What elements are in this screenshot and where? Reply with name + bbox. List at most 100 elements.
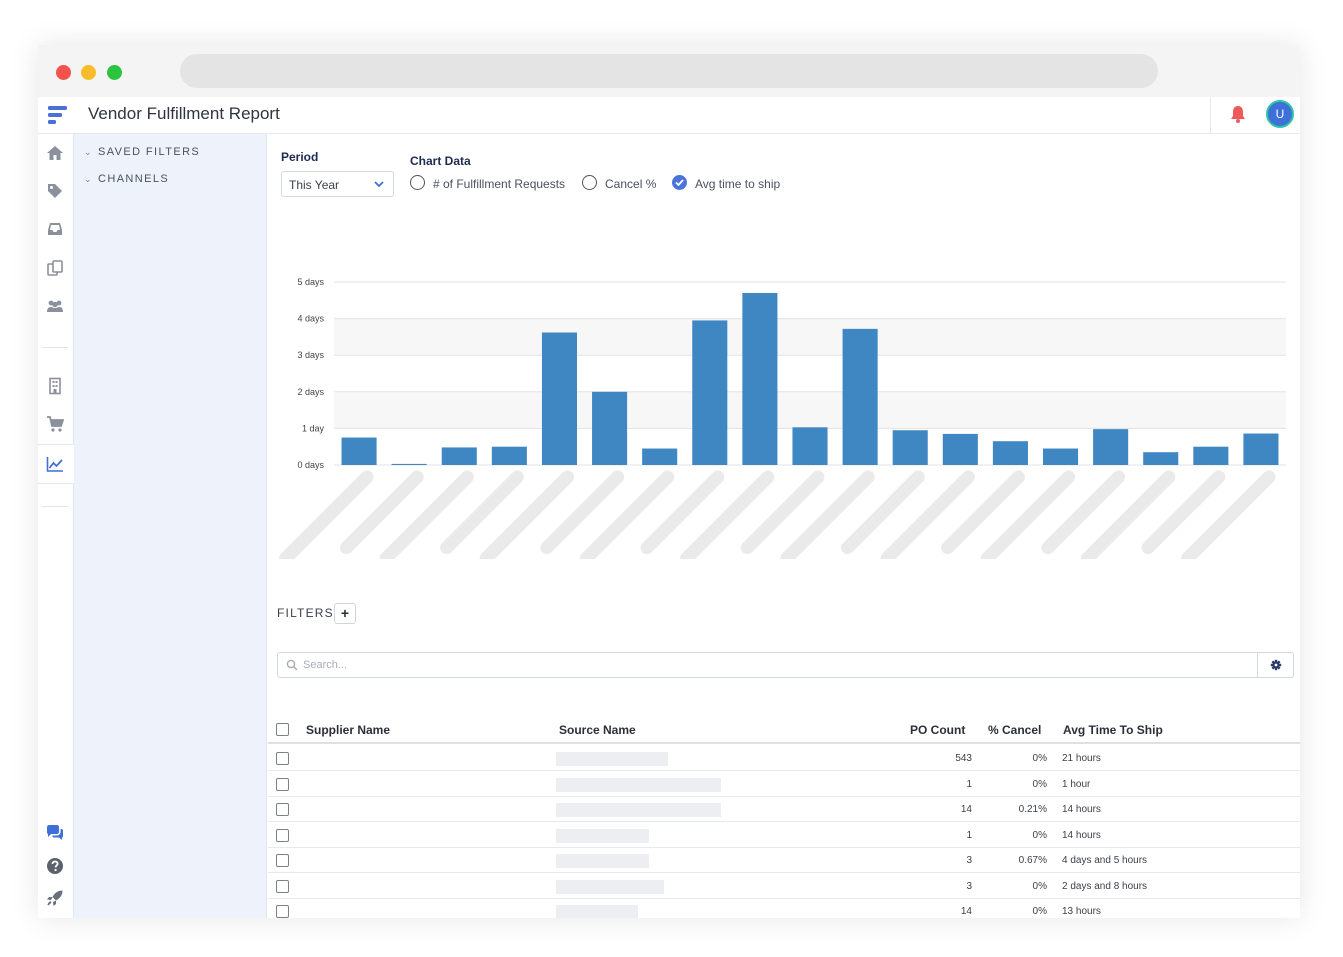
panel-item-label: SAVED FILTERS: [98, 146, 201, 158]
copy-documents-icon[interactable]: [46, 259, 64, 277]
po-count-cell: 14: [960, 906, 972, 917]
bar: [1143, 452, 1179, 465]
x-tick-label-placeholder: [941, 470, 1025, 555]
gear-icon: [1270, 659, 1282, 671]
period-select[interactable]: This Year: [281, 171, 394, 197]
channels-toggle[interactable]: ⌄ CHANNELS: [84, 173, 169, 185]
search-input[interactable]: [303, 656, 1243, 674]
radio-circle: [410, 175, 425, 190]
saved-filters-toggle[interactable]: ⌄ SAVED FILTERS: [84, 146, 200, 158]
row-checkbox[interactable]: [276, 879, 289, 893]
radio-avg-time-to-ship[interactable]: Avg time to ship: [672, 174, 792, 192]
row-checkbox[interactable]: [276, 854, 289, 867]
maximize-window-button[interactable]: [107, 65, 122, 80]
row-checkbox[interactable]: [276, 752, 289, 765]
radio-label: # of Fulfillment Requests: [433, 177, 566, 191]
panel-item-label: CHANNELS: [98, 173, 170, 185]
row-checkbox[interactable]: [276, 803, 289, 816]
bar: [1193, 446, 1229, 465]
x-tick-label-placeholder: [1141, 470, 1226, 555]
shopping-cart-icon[interactable]: [46, 415, 64, 433]
table-header: Supplier Name Source Name PO Count % Can…: [268, 716, 1300, 744]
table-row[interactable]: 14 0% 13 hours: [268, 899, 1300, 918]
row-checkbox[interactable]: [276, 777, 289, 791]
bar: [1042, 448, 1079, 465]
period-label: Period: [281, 150, 319, 164]
bar: [391, 463, 427, 465]
address-bar[interactable]: [180, 54, 1158, 88]
col-supplier-name[interactable]: Supplier Name: [306, 723, 391, 737]
table-row[interactable]: 543 0% 21 hours: [268, 746, 1300, 771]
table-row[interactable]: 3 0.67% 4 days and 5 hours: [268, 848, 1300, 873]
avg-time-cell: 2 days and 8 hours: [1062, 880, 1148, 892]
x-tick-label-placeholder: [279, 470, 374, 559]
po-count-cell: 543: [955, 753, 972, 764]
source-name-placeholder: [556, 854, 649, 868]
cancel-percent-cell: 0%: [1032, 906, 1047, 917]
search-bar: [277, 652, 1294, 678]
select-all-checkbox[interactable]: [276, 723, 289, 736]
users-icon[interactable]: [46, 297, 64, 315]
notifications-bell-icon[interactable]: [1228, 104, 1248, 124]
chevron-down-icon: ⌄: [84, 147, 93, 157]
x-tick-label-placeholder: [841, 470, 925, 555]
bar: [992, 441, 1028, 465]
col-cancel-percent[interactable]: % Cancel: [988, 723, 1042, 737]
y-tick-label: 0 days: [297, 460, 324, 470]
x-tick-label-placeholder: [780, 470, 875, 559]
user-avatar[interactable]: U: [1266, 100, 1294, 128]
radio-circle-checked: [672, 175, 687, 190]
col-avg-time-to-ship[interactable]: Avg Time To Ship: [1063, 723, 1163, 737]
bar: [692, 320, 728, 465]
inbox-icon[interactable]: [46, 220, 64, 238]
building-icon[interactable]: [46, 377, 64, 395]
avg-time-cell: 21 hours: [1062, 753, 1101, 764]
po-count-cell: 3: [966, 855, 972, 866]
help-icon[interactable]: [46, 857, 64, 875]
y-tick-label: 2 days: [297, 387, 324, 397]
chat-bubbles-icon[interactable]: [46, 824, 64, 842]
chevron-down-icon: ⌄: [84, 174, 93, 184]
table-settings-button[interactable]: [1257, 653, 1293, 677]
x-tick-label-placeholder: [579, 470, 675, 559]
x-tick-label-placeholder: [479, 470, 574, 559]
add-filter-button[interactable]: +: [334, 603, 356, 624]
app-logo-icon[interactable]: [47, 104, 69, 126]
close-window-button[interactable]: [56, 65, 71, 80]
avg-time-cell: 14 hours: [1062, 804, 1101, 815]
radio-cancel-percent[interactable]: Cancel %: [582, 174, 662, 192]
x-tick-label-placeholder: [540, 470, 625, 555]
trend-chart-icon: [46, 457, 63, 472]
home-icon[interactable]: [46, 144, 64, 162]
tag-icon[interactable]: [46, 182, 64, 200]
row-checkbox[interactable]: [276, 905, 289, 918]
sidebar-item-reports[interactable]: [38, 444, 74, 484]
bar: [1243, 433, 1279, 465]
bar: [441, 447, 477, 465]
row-checkbox[interactable]: [276, 828, 289, 842]
x-tick-label-placeholder: [1181, 470, 1276, 559]
table-row[interactable]: 3 0% 2 days and 8 hours: [268, 874, 1300, 899]
sidebar-divider: [42, 347, 68, 348]
x-tick-label-placeholder: [680, 470, 775, 559]
radio-fulfillment-requests[interactable]: # of Fulfillment Requests: [410, 174, 570, 192]
radio-label: Cancel %: [605, 177, 657, 191]
table-row[interactable]: 1 0% 14 hours: [268, 823, 1300, 848]
bar: [541, 332, 578, 465]
cancel-percent-cell: 0%: [1032, 778, 1047, 790]
table-row[interactable]: 1 0% 1 hour: [268, 772, 1300, 797]
x-tick-label-placeholder: [1080, 470, 1176, 559]
col-po-count[interactable]: PO Count: [910, 723, 966, 737]
minimize-window-button[interactable]: [81, 65, 96, 80]
check-icon: [675, 179, 684, 187]
x-tick-label-placeholder: [880, 470, 975, 559]
x-tick-label-placeholder: [980, 470, 1076, 559]
x-tick-label-placeholder: [640, 470, 725, 555]
bar: [491, 446, 527, 465]
rocket-icon[interactable]: [46, 889, 64, 907]
sidebar-divider: [42, 506, 68, 507]
bar: [892, 430, 928, 465]
po-count-cell: 3: [966, 880, 972, 892]
col-source-name[interactable]: Source Name: [559, 723, 636, 737]
table-row[interactable]: 14 0.21% 14 hours: [268, 797, 1300, 822]
